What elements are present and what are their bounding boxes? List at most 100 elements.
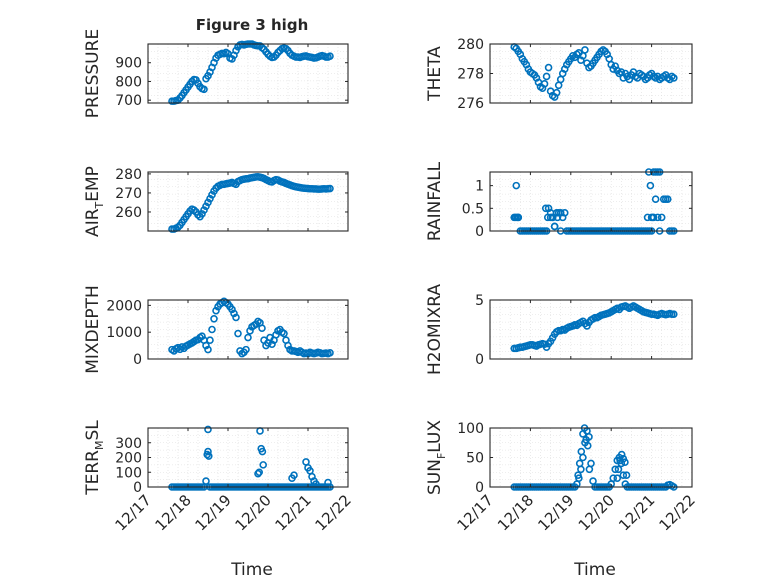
data-point [540, 80, 549, 88]
y-tick-label: 100 [115, 465, 142, 481]
data-point [234, 329, 242, 338]
y-tick-label: 0 [133, 352, 142, 368]
data-point [581, 46, 589, 54]
y-tick-label: 1 [475, 179, 484, 195]
data-series [168, 172, 334, 233]
y-tick-label: 800 [115, 74, 142, 90]
x-tick-label: 12/22 [656, 491, 699, 534]
data-point [204, 198, 212, 207]
y-axis-label: H2OMIXRA [425, 284, 445, 375]
data-point [272, 331, 280, 339]
data-point [657, 213, 666, 222]
data-point [259, 461, 268, 469]
x-ticks [147, 428, 349, 487]
x-ticks [147, 172, 349, 231]
data-point [246, 327, 254, 335]
figure-title: Figure 3 high [196, 16, 309, 34]
y-tick-label: 1000 [106, 325, 142, 341]
data-point [198, 332, 206, 341]
data-point [556, 209, 565, 217]
subplot-pressure: 700 800 900 PRESSURE [83, 29, 349, 118]
data-point [611, 465, 620, 474]
y-tick-label: 300 [115, 436, 142, 452]
data-point [541, 204, 550, 213]
axes-frame [147, 171, 349, 232]
y-axis-label: MIXDEPTH [83, 285, 103, 374]
x-ticks [489, 172, 693, 231]
data-point [649, 213, 658, 222]
data-point [280, 329, 288, 338]
data-point [324, 478, 332, 487]
data-point [609, 474, 618, 482]
data-point [544, 63, 553, 72]
y-tick-label: 270 [115, 186, 142, 202]
y-tick-label: 0 [133, 480, 142, 496]
x-tick-label: 12/20 [232, 491, 275, 534]
data-point [198, 210, 206, 218]
data-point [326, 349, 334, 357]
x-axis-label-right: Time [573, 560, 616, 580]
minor-grid [147, 428, 349, 487]
y-tick-label: 2000 [106, 298, 142, 314]
data-point [574, 471, 582, 480]
data-point [284, 341, 292, 350]
data-point [200, 85, 208, 94]
axes-frame [489, 171, 693, 232]
data-point [550, 222, 559, 231]
y-tick-label: 0.5 [462, 201, 484, 217]
y-tick-label: 700 [115, 93, 142, 109]
x-tick-label: 12/19 [192, 491, 235, 534]
axes-frame [147, 43, 349, 104]
x-tick-label: 12/17 [454, 491, 497, 534]
x-tick-label: 12/17 [112, 491, 155, 534]
y-axis-label: TERRMSL [83, 420, 106, 496]
data-point [204, 447, 212, 456]
x-tick-label: 12/18 [152, 491, 195, 534]
data-point [290, 471, 298, 480]
data-point [326, 52, 334, 60]
y-tick-label: 278 [457, 67, 484, 83]
data-point [619, 471, 628, 480]
y-tick-label: 0 [475, 480, 484, 496]
y-tick-label: 50 [466, 451, 484, 467]
y-tick-label: 900 [115, 56, 142, 72]
y-tick-label: 200 [115, 451, 142, 467]
data-point [622, 471, 631, 480]
data-point [242, 345, 250, 354]
data-point [514, 213, 523, 222]
x-tick-label: 12/19 [534, 491, 577, 534]
data-point [560, 209, 569, 217]
data-point [244, 333, 252, 342]
subplot-h2omixra: 0 5 H2OMIXRA [425, 284, 693, 375]
data-point [190, 206, 198, 214]
data-point [542, 72, 551, 81]
data-point [208, 325, 216, 334]
y-tick-label: 276 [457, 96, 484, 112]
data-point [258, 324, 266, 332]
data-point [670, 74, 678, 82]
data-point [204, 345, 212, 354]
x-axis-label-left: Time [230, 560, 273, 580]
x-tick-label: 12/21 [615, 491, 658, 534]
data-point [254, 469, 262, 478]
data-point [619, 454, 628, 463]
data-point [512, 181, 521, 190]
y-tick-label: 0 [475, 352, 484, 368]
data-point [200, 206, 208, 214]
data-point [232, 313, 240, 322]
data-series [168, 297, 334, 358]
data-point [232, 46, 240, 55]
data-point [204, 72, 212, 80]
data-point [575, 459, 584, 468]
x-tick-label: 12/20 [575, 491, 618, 534]
data-point [577, 447, 586, 456]
x-tick-label: 12/21 [272, 491, 315, 534]
data-point [202, 477, 210, 485]
data-point [255, 468, 264, 477]
data-point [663, 195, 672, 204]
data-series [168, 40, 334, 105]
data-point [206, 194, 214, 203]
data-series [510, 302, 678, 353]
data-point [583, 441, 592, 450]
